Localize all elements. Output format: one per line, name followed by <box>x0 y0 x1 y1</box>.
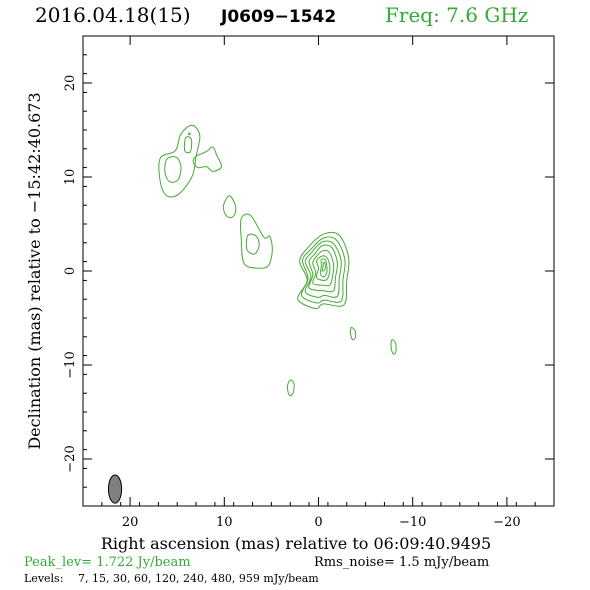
contour-level-7 <box>319 258 328 278</box>
contour-level-8 <box>321 261 326 272</box>
contour-component-core <box>297 232 350 310</box>
contour-lines <box>158 124 397 397</box>
beam-shape <box>107 474 123 504</box>
contour-component-spot-13.5-14.8 <box>187 132 191 136</box>
y-tick-label: 10 <box>63 169 78 186</box>
beam-ellipse <box>107 474 123 504</box>
axis-ticks <box>82 35 555 507</box>
x-tick-label: 10 <box>216 515 233 530</box>
contour-level-1 <box>239 213 273 269</box>
y-axis-label: Declination (mas) relative to −15:42:40.… <box>25 92 44 449</box>
x-tick-label: −10 <box>399 515 426 530</box>
axis-tick-labels: 20 10 0 −10 −20 20 10 0 −10 −20 <box>63 75 521 530</box>
contour-level-5 <box>312 249 335 287</box>
contour-level-2 <box>245 233 260 255</box>
contour-component-knot-11mas <box>192 146 223 172</box>
contour-level-1 <box>158 124 201 198</box>
rms-noise: Rms_noise= 1.5 mJy/beam <box>314 555 489 570</box>
x-tick-label: 0 <box>314 515 322 530</box>
contour-level-1 <box>222 195 237 219</box>
y-tick-label: −10 <box>63 351 78 378</box>
header-frequency: Freq: 7.6 GHz <box>385 3 528 27</box>
contour-level-1 <box>286 379 295 397</box>
plot-frame <box>82 35 555 507</box>
x-tick-label: 20 <box>122 515 139 530</box>
contour-level-3 <box>183 136 193 154</box>
contour-level-4 <box>308 244 338 293</box>
peak-level: Peak_lev= 1.722 Jy/beam <box>24 555 191 570</box>
contour-component-spot--3.7--6.6 <box>349 326 357 341</box>
contour-level-1 <box>390 339 397 355</box>
contour-component-knot-9mas <box>222 195 237 219</box>
contour-level-1 <box>187 132 191 136</box>
contour-level-2 <box>300 236 346 304</box>
contour-component-spot-3--12.3 <box>286 379 295 397</box>
contour-level-6 <box>315 255 331 281</box>
contour-level-2 <box>164 156 182 183</box>
contour-level-1 <box>297 232 350 310</box>
contour-component-knot-15mas <box>158 124 201 198</box>
header-date: 2016.04.18(15) <box>35 3 191 27</box>
x-tick-label: −20 <box>493 515 520 530</box>
y-tick-label: 0 <box>63 267 78 275</box>
y-tick-label: 20 <box>63 75 78 92</box>
contour-component-knot-6mas <box>239 213 273 269</box>
levels-label: Levels: <box>24 572 63 585</box>
contour-level-3 <box>304 240 342 298</box>
levels-values: 7, 15, 30, 60, 120, 240, 480, 959 mJy/be… <box>78 572 319 585</box>
x-axis-label: Right ascension (mas) relative to 06:09:… <box>101 534 491 553</box>
y-tick-label: −20 <box>63 445 78 472</box>
header-source: J0609−1542 <box>220 7 336 27</box>
contour-level-1 <box>192 146 223 172</box>
contour-component-spot--8--8 <box>390 339 397 355</box>
contour-level-1 <box>349 326 357 341</box>
